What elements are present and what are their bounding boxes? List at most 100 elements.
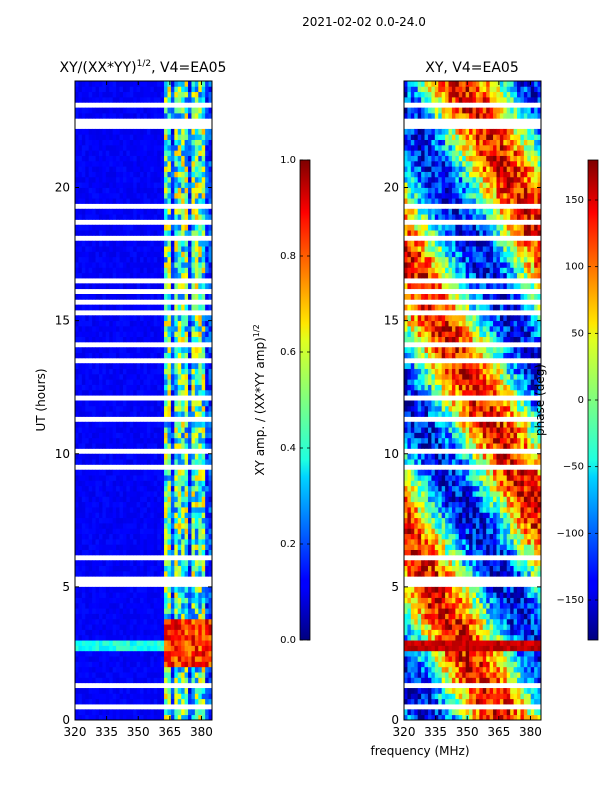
right-heat-cell — [451, 688, 456, 694]
left-heat-cell — [191, 512, 196, 519]
left-heat-cell — [75, 538, 79, 545]
left-heat-cell — [88, 693, 93, 700]
right-heat-cell — [523, 688, 528, 694]
right-heat-cell — [431, 688, 436, 694]
left-heat-cell — [164, 437, 168, 444]
left-heat-cell — [191, 144, 196, 151]
left-heat-cell — [109, 96, 114, 103]
left-heat-cell — [153, 501, 158, 508]
left-heat-cell — [119, 560, 124, 566]
right-heat-cell — [475, 592, 480, 598]
left-heat-cell — [95, 91, 100, 98]
left-heat-cell — [191, 224, 196, 231]
left-heat-cell — [150, 634, 155, 641]
left-heat-cell — [164, 608, 168, 614]
left-heat-cell — [112, 517, 117, 524]
left-heat-cell — [136, 139, 141, 146]
left-heat-cell — [198, 272, 203, 279]
left-heat-cell — [92, 672, 96, 678]
left-heat-cell — [78, 709, 83, 716]
left-heat-cell — [164, 677, 168, 684]
left-heat-cell — [88, 405, 93, 412]
left-heat-cell — [98, 618, 103, 625]
left-heat-cell — [184, 267, 189, 274]
left-heat-cell — [85, 139, 90, 146]
right-heat-cell — [510, 666, 514, 673]
left-heat-cell — [150, 144, 155, 151]
left-heat-cell — [133, 331, 138, 337]
left-heat-cell — [201, 661, 206, 668]
left-heat-cell — [146, 384, 151, 391]
left-heat-cell — [146, 443, 151, 449]
right-heat-cell — [462, 677, 467, 684]
left-heat-cell — [98, 491, 103, 497]
left-heat-cell — [109, 347, 114, 353]
right-heat-cell — [424, 608, 429, 614]
right-heat-cell — [517, 570, 521, 577]
right-heat-cell — [469, 645, 473, 652]
left-heat-cell — [112, 155, 117, 162]
left-heat-cell — [95, 182, 100, 188]
left-heat-cell — [205, 459, 209, 465]
left-heat-cell — [140, 645, 144, 652]
left-heat-cell — [119, 672, 124, 678]
left-heat-cell — [126, 325, 131, 332]
left-heat-cell — [85, 666, 90, 673]
left-heat-cell — [184, 405, 189, 412]
left-heat-cell — [198, 182, 203, 188]
right-heat-cell — [510, 629, 514, 636]
left-heat-cell — [95, 384, 100, 391]
left-heat-cell — [150, 81, 155, 87]
left-heat-cell — [75, 379, 79, 385]
left-heat-cell — [194, 91, 199, 98]
left-heat-cell — [105, 453, 110, 460]
left-heat-cell — [188, 597, 192, 604]
right-heat-cell — [486, 608, 491, 614]
left-heat-cell — [184, 688, 189, 694]
left-heat-cell — [88, 698, 93, 705]
left-heat-cell — [75, 613, 79, 620]
left-heat-cell — [122, 379, 127, 385]
left-heat-cell — [98, 86, 103, 93]
left-heat-cell — [174, 176, 179, 183]
left-heat-cell — [116, 533, 120, 540]
left-heat-cell — [194, 240, 199, 247]
left-heat-cell — [140, 480, 144, 487]
right-heat-cell — [520, 698, 525, 705]
left-heat-cell — [170, 331, 175, 337]
left-heat-cell — [174, 96, 179, 103]
left-heat-cell — [143, 533, 148, 540]
right-heat-cell — [534, 640, 538, 646]
left-heat-cell — [102, 160, 107, 167]
left-heat-cell — [75, 251, 79, 258]
right-heat-cell — [527, 570, 532, 577]
right-heat-cell — [493, 698, 497, 705]
left-heat-cell — [119, 166, 124, 172]
left-heat-cell — [78, 182, 83, 188]
left-heat-cell — [129, 224, 134, 231]
left-heat-cell — [95, 437, 100, 444]
right-heat-cell — [427, 698, 432, 705]
left-heat-cell — [81, 629, 86, 636]
left-heat-cell — [194, 501, 199, 508]
left-heat-cell — [116, 320, 120, 327]
left-heat-cell — [191, 533, 196, 540]
left-heat-cell — [191, 198, 196, 204]
left-heat-cell — [122, 347, 127, 353]
left-heat-cell — [105, 661, 110, 668]
right-heat-cell — [455, 586, 460, 593]
left-heat-cell — [164, 86, 168, 93]
left-heat-cell — [194, 608, 199, 614]
left-heat-cell — [146, 533, 151, 540]
left-heat-cell — [140, 81, 144, 87]
left-heat-cell — [112, 672, 117, 678]
left-heat-cell — [150, 528, 155, 535]
right-heat-cell — [427, 602, 432, 609]
left-heat-cell — [102, 677, 107, 684]
left-heat-cell — [153, 522, 158, 529]
right-heat-cell — [493, 666, 497, 673]
left-heat-cell — [160, 634, 165, 641]
left-heat-cell — [109, 677, 114, 684]
right-heat-cell — [407, 714, 412, 721]
left-heat-cell — [208, 262, 213, 268]
